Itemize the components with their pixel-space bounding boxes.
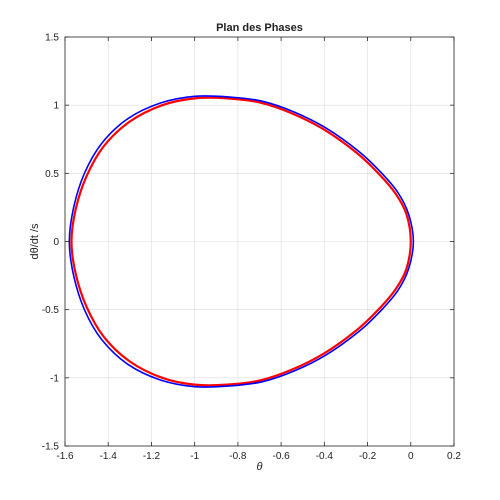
y-tick-label: -0.5 — [42, 305, 60, 316]
ticks: -1.6 -1.4 -1.2 -1 -0.8 -0.6 -0.4 -0.2 0 0.2 -1.5 -1… — [42, 33, 462, 463]
x-tick-label: -0.4 — [316, 451, 334, 462]
x-tick-label: 0.2 — [447, 451, 461, 462]
series-line — [68, 95, 415, 388]
x-tick-label: 0 — [408, 451, 414, 462]
y-tick-label: -1 — [50, 373, 59, 384]
y-tick-label: 1 — [53, 101, 59, 112]
y-tick-label: 0.5 — [45, 169, 59, 180]
y-tick-label: -1.5 — [42, 442, 60, 453]
series-layer — [68, 95, 415, 388]
x-tick-label: -0.6 — [272, 451, 290, 462]
x-tick-label: -1.2 — [143, 451, 161, 462]
series-line — [70, 96, 412, 387]
x-tick-label: -0.2 — [359, 451, 377, 462]
y-tick-label: 1.5 — [45, 33, 59, 44]
x-axis-label: θ — [257, 461, 263, 473]
chart-title: Plan des Phases — [216, 22, 303, 34]
x-tick-label: -1 — [190, 451, 199, 462]
y-tick-label: 0 — [53, 237, 59, 248]
x-tick-label: -1.6 — [56, 451, 74, 462]
y-axis-label: dθ/dt /s — [29, 223, 41, 260]
x-tick-label: -0.8 — [229, 451, 247, 462]
x-tick-label: -1.4 — [100, 451, 118, 462]
